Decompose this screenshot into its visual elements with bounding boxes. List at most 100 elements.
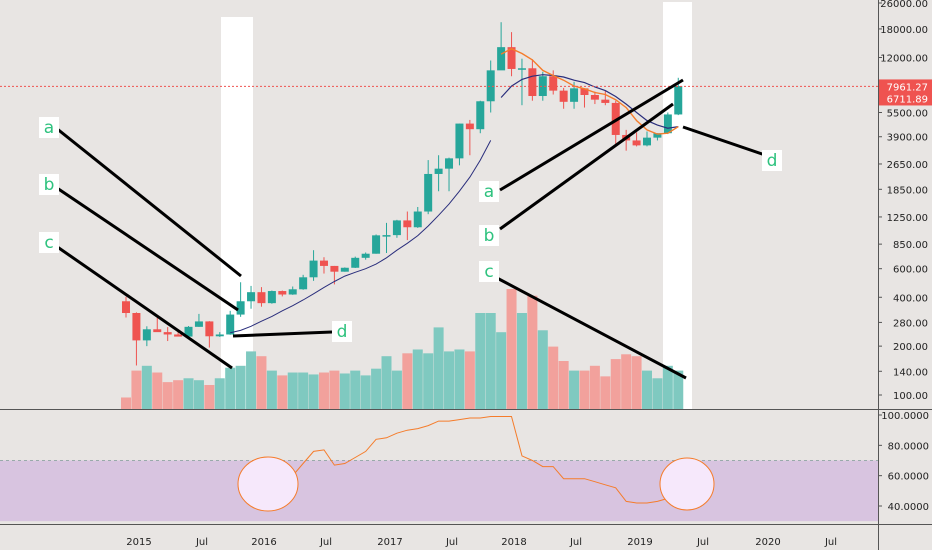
volume-bar <box>506 289 517 409</box>
volume-bar <box>183 378 194 409</box>
candle-body <box>497 47 506 71</box>
candle-body <box>174 334 183 337</box>
time-axis-label: Jul <box>319 537 332 548</box>
time-axis-label: 2015 <box>126 537 151 548</box>
volume-bar <box>621 354 632 409</box>
annotation-label: c <box>484 262 493 282</box>
annotation-label: d <box>767 151 778 171</box>
candle-body <box>278 291 287 295</box>
highlight-ellipse <box>659 457 715 511</box>
sma-fast-line <box>500 47 679 135</box>
volume-bar <box>579 370 590 409</box>
volume-bar <box>537 330 548 409</box>
volume-bar <box>287 372 298 409</box>
time-axis-label: Jul <box>445 537 458 548</box>
volume-bars <box>121 289 684 409</box>
candle-body <box>205 321 214 337</box>
highlight-columns <box>221 2 692 409</box>
time-axis-label: Jul <box>824 537 837 548</box>
price-axis-label: 1850.00 <box>887 185 928 196</box>
candle-body <box>288 289 297 295</box>
price-axis-label: 600.00 <box>893 265 928 276</box>
candle-body <box>632 140 641 146</box>
candle-body <box>517 68 526 70</box>
volume-bar <box>350 370 361 409</box>
candle-body <box>434 168 443 174</box>
candle-body <box>549 76 558 91</box>
candle-body <box>236 301 245 315</box>
price-tag-box <box>879 79 932 94</box>
price-axis-label: 850.00 <box>893 240 928 251</box>
time-axis-label: 2018 <box>501 537 526 548</box>
highlight-column <box>663 2 692 409</box>
annotation-label: d <box>337 322 348 342</box>
volume-bar <box>454 349 465 409</box>
price-axis-label: 3900.00 <box>887 133 928 144</box>
volume-bar <box>652 378 663 409</box>
candles <box>122 22 683 366</box>
volume-bar <box>558 361 569 409</box>
candle-body <box>309 260 318 278</box>
annotation-label-box <box>762 150 782 171</box>
candle-body <box>215 334 224 337</box>
candle-body <box>465 123 474 130</box>
rsi-axis-label: 40.0000 <box>888 502 929 513</box>
volume-bar <box>527 295 538 409</box>
candle-body <box>528 68 537 97</box>
time-axis-label: Jul <box>696 537 709 548</box>
price-axis-label: 12000.00 <box>880 54 928 65</box>
volume-bar <box>141 365 152 409</box>
volume-bar <box>339 373 350 409</box>
candle-body <box>132 313 141 341</box>
candle-body <box>570 88 579 102</box>
volume-bar <box>371 368 382 409</box>
candle-body <box>413 211 422 228</box>
volume-bar <box>308 374 319 409</box>
annotation-label-box <box>479 225 499 246</box>
candle-body <box>226 314 235 335</box>
rsi-axis-label: 60.0000 <box>888 472 929 483</box>
volume-bar <box>423 353 434 409</box>
volume-bar <box>329 370 340 409</box>
price-tag-label: 7961.27 <box>887 82 928 93</box>
candle-body <box>257 292 266 304</box>
volume-bar <box>204 385 215 409</box>
annotation-line <box>55 244 233 370</box>
price-axis-label: 400.00 <box>893 293 928 304</box>
volume-bar <box>277 375 288 409</box>
volume-bar <box>631 356 642 409</box>
candle-body <box>403 220 412 228</box>
volume-bar <box>266 370 277 409</box>
annotation-line <box>682 125 769 158</box>
volume-bar <box>152 372 163 409</box>
volume-bar <box>485 313 496 409</box>
volume-bar <box>256 356 267 409</box>
rsi-axis-label: 100.0000 <box>881 411 929 422</box>
candle-body <box>674 86 683 115</box>
time-axis-label: 2016 <box>251 537 276 548</box>
annotation-label: a <box>484 182 494 202</box>
volume-bar <box>548 346 559 409</box>
annotation-line <box>53 184 239 312</box>
annotation-label-box <box>39 232 59 253</box>
volume-bar <box>225 367 236 409</box>
volume-bar <box>402 353 413 409</box>
volume-bar <box>193 380 204 409</box>
volume-bar <box>412 349 423 409</box>
volume-bar <box>433 327 444 409</box>
price-axis-label: 200.00 <box>893 342 928 353</box>
candle-body <box>507 47 516 69</box>
rsi-band <box>0 460 878 522</box>
volume-bar <box>610 359 621 409</box>
volume-bar <box>318 372 329 409</box>
candle-body <box>122 301 130 314</box>
price-axis-label: 280.00 <box>893 318 928 329</box>
volume-bar <box>673 370 684 409</box>
sma-slow-early-line <box>230 140 492 334</box>
time-axis-label: 2017 <box>377 537 402 548</box>
candle-body <box>351 257 360 268</box>
volume-bar <box>381 356 392 409</box>
candle-body <box>163 332 172 335</box>
